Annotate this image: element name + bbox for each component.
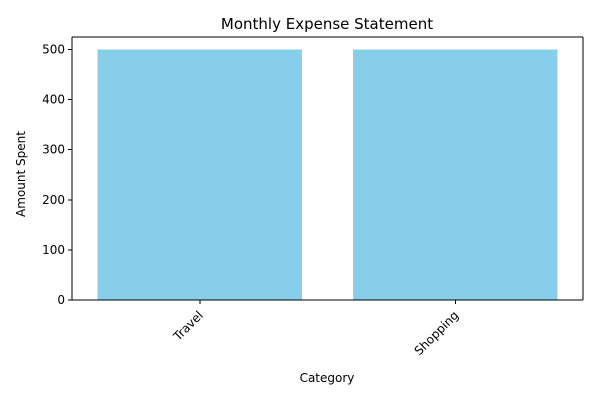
bar-shopping: [353, 49, 558, 301]
chart-title: Monthly Expense Statement: [221, 15, 433, 33]
x-axis-ticks: Travel Shopping: [170, 300, 461, 358]
y-tick-label: 200: [42, 193, 65, 207]
x-axis-label: Category: [300, 371, 355, 385]
x-tick-label: Travel: [170, 308, 206, 344]
y-tick-label: 100: [42, 243, 65, 257]
y-tick-label: 400: [42, 93, 65, 107]
y-tick-label: 500: [42, 43, 65, 57]
bars-group: [97, 49, 558, 301]
y-axis-ticks: 0 100 200 300 400 500: [42, 43, 72, 307]
y-tick-label: 300: [42, 143, 65, 157]
bar-travel: [97, 49, 302, 301]
x-tick-label: Shopping: [412, 308, 462, 358]
y-axis-label: Amount Spent: [14, 131, 28, 217]
y-tick-label: 0: [57, 293, 65, 307]
